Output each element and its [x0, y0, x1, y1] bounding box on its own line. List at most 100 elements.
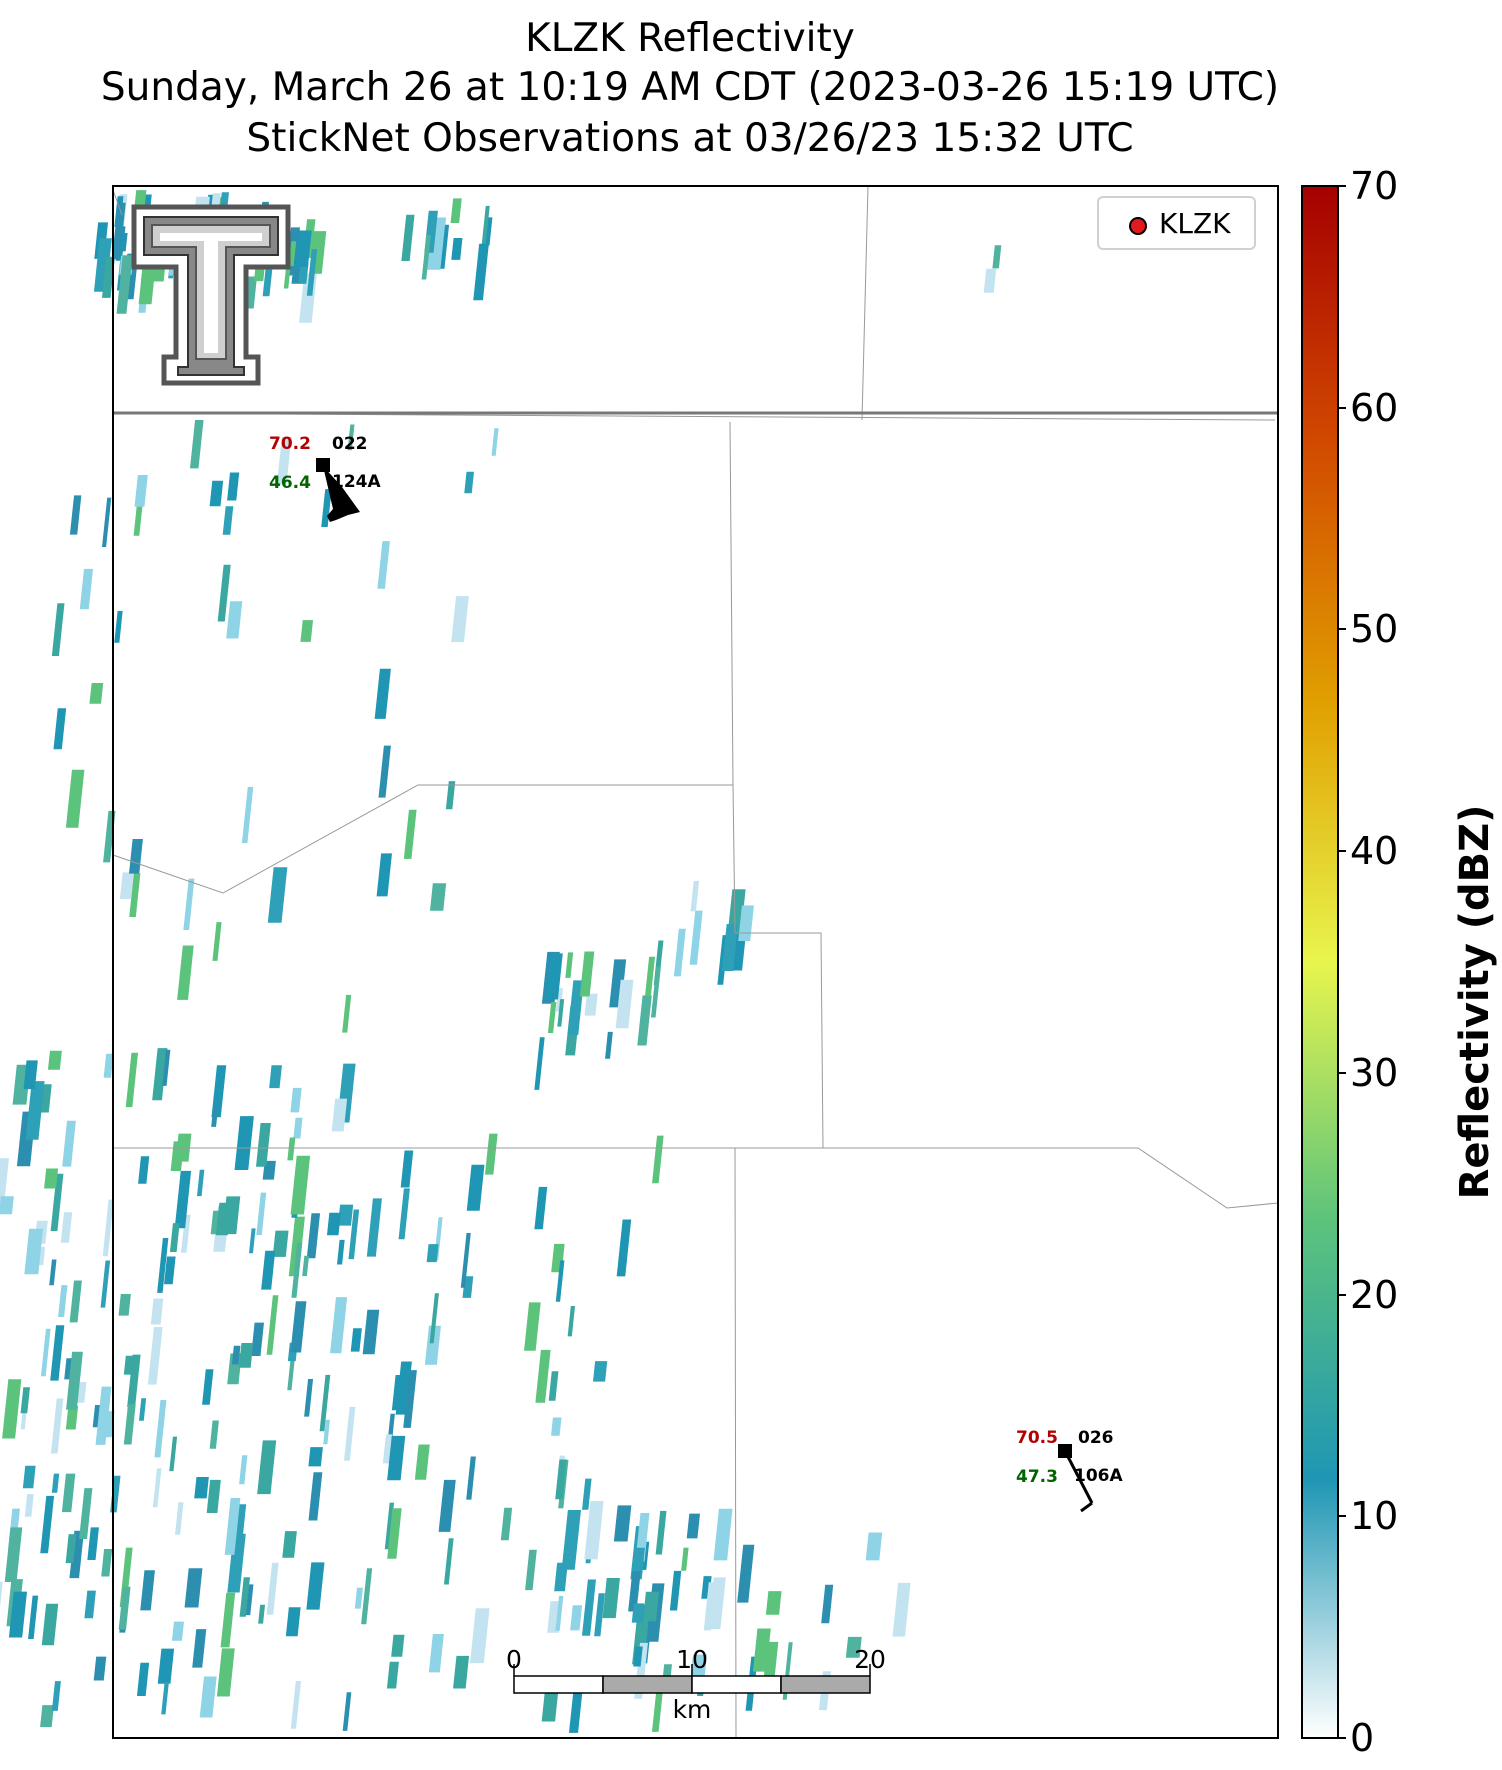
station-026-dewpoint: 47.3	[1016, 1467, 1058, 1487]
echo-streak	[440, 224, 450, 269]
echo-streak	[633, 1646, 643, 1667]
echo-streak	[227, 472, 240, 501]
echo-streak	[154, 1400, 167, 1458]
echo-streak	[103, 1053, 114, 1078]
echo-streak	[60, 1212, 73, 1243]
echo-streak	[66, 1351, 83, 1410]
echo-streak	[272, 1230, 289, 1257]
echo-streak	[65, 1406, 79, 1430]
echo-streak	[62, 1120, 76, 1167]
echo-streak	[366, 1198, 382, 1257]
echo-streak	[350, 1328, 362, 1352]
echo-streak	[25, 1081, 45, 1140]
echo-streak	[582, 1478, 592, 1510]
echo-streak	[557, 999, 565, 1027]
echo-streak	[212, 922, 222, 961]
map-title: KLZK Reflectivity	[525, 16, 855, 61]
echo-streak	[93, 1656, 107, 1681]
echo-streak	[387, 1508, 402, 1559]
echo-streak	[737, 1544, 755, 1603]
echo-streak	[306, 1562, 325, 1610]
echo-streak	[100, 1260, 111, 1308]
legend-label: KLZK	[1159, 207, 1231, 240]
echo-streak	[84, 1590, 96, 1619]
echo-streak	[269, 1065, 282, 1089]
echo-streak	[534, 1186, 548, 1230]
radar-site-marker-icon	[1129, 217, 1147, 235]
echo-streak	[470, 1608, 490, 1664]
echo-streak	[343, 1406, 356, 1461]
echo-streak	[241, 786, 254, 844]
echo-streak	[69, 495, 82, 535]
echo-streak	[129, 873, 141, 918]
echo-streak	[177, 945, 194, 1000]
echo-streak	[451, 596, 469, 643]
echo-streak	[206, 1479, 221, 1514]
echo-streak	[321, 489, 332, 528]
echo-streak	[708, 1577, 726, 1630]
echo-streak	[290, 1155, 311, 1215]
echo-streak	[290, 1681, 302, 1729]
echo-streak	[248, 1228, 256, 1254]
echo-streak	[118, 1586, 131, 1630]
colorbar-tick: 70	[1350, 164, 1399, 208]
echo-streak	[101, 1549, 113, 1577]
echo-streak	[87, 1527, 99, 1561]
echo-streak	[111, 202, 126, 260]
station-022-plot	[316, 458, 360, 522]
echo-streak	[2, 1379, 22, 1439]
echo-streak	[123, 1355, 134, 1375]
echo-streak	[568, 1687, 583, 1733]
echo-streak	[24, 1494, 34, 1517]
echo-streak	[554, 1562, 568, 1592]
echo-streak	[473, 243, 489, 301]
echo-streak	[300, 620, 314, 642]
echo-streak	[602, 1578, 620, 1619]
echo-streak	[161, 1682, 169, 1715]
echo-streak	[65, 1534, 77, 1564]
echo-streak	[290, 1301, 307, 1353]
echo-streak	[403, 809, 417, 859]
station-026-code: 106A	[1074, 1466, 1123, 1486]
echo-streak	[752, 1628, 771, 1672]
echo-streak	[220, 1592, 236, 1648]
echo-streak	[681, 1547, 689, 1571]
echo-streak	[285, 1607, 301, 1637]
scale-bar	[513, 1664, 871, 1694]
station-022-id: 022	[332, 434, 368, 454]
echo-streak	[466, 1456, 476, 1500]
echo-streak	[567, 1306, 576, 1337]
echo-streak	[194, 1477, 209, 1499]
echo-streak	[157, 1648, 175, 1684]
echo-streak	[319, 1374, 331, 1432]
echo-streak	[865, 1532, 883, 1561]
echo-streak	[49, 1259, 57, 1286]
plot-frame	[112, 185, 1279, 1739]
echo-streak	[428, 1634, 444, 1673]
colorbar-label: Reflectivity (dBZ)	[1452, 804, 1498, 1200]
station-026-wind-barb	[1063, 1450, 1094, 1513]
echo-streak	[50, 1173, 64, 1232]
echo-streak	[202, 1369, 214, 1405]
echo-streak	[378, 745, 391, 798]
echo-streak	[594, 1593, 605, 1637]
echo-streak	[257, 1440, 277, 1495]
echo-streak	[738, 905, 754, 942]
echo-streak	[376, 853, 393, 897]
echo-streak	[445, 781, 456, 810]
echo-streak	[8, 1591, 28, 1638]
echo-streak	[651, 1683, 664, 1732]
echo-streak	[298, 262, 309, 284]
echo-streak	[288, 241, 297, 267]
echo-streak	[22, 1465, 36, 1489]
echo-streak	[211, 1065, 227, 1118]
scale-tick: 0	[506, 1645, 522, 1674]
echo-streak	[403, 1370, 417, 1428]
echo-streak	[138, 1398, 147, 1421]
station-022-wind-barb	[323, 466, 360, 522]
echo-streak	[466, 1164, 485, 1211]
echo-streak	[245, 1584, 254, 1616]
echo-streak	[308, 1472, 323, 1521]
echo-streak	[655, 1510, 667, 1555]
echo-streak	[267, 867, 288, 923]
